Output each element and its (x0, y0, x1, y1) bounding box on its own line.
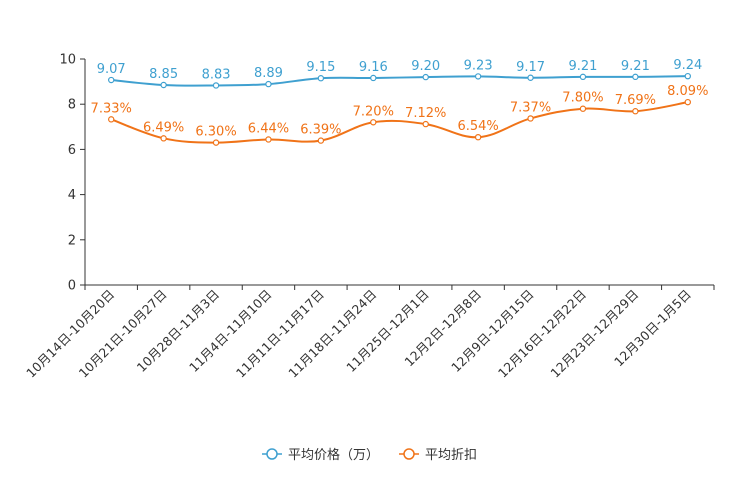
data-label: 8.83 (202, 67, 231, 82)
series-layer (108, 72, 691, 146)
data-point[interactable] (579, 73, 587, 81)
data-label: 9.15 (306, 60, 335, 75)
legend[interactable]: 平均价格（万） 平均折扣 (262, 447, 477, 463)
data-point[interactable] (108, 116, 115, 123)
data-label: 9.24 (673, 58, 702, 73)
legend-marker-icon (403, 448, 415, 460)
data-label: 8.89 (254, 66, 283, 81)
data-point[interactable] (370, 119, 377, 126)
data-point[interactable] (579, 105, 587, 112)
x-tick-label: 12月23日-12月29日 (547, 287, 641, 381)
data-point[interactable] (527, 74, 534, 81)
data-label: 9.16 (359, 60, 388, 75)
data-point[interactable] (474, 73, 482, 80)
data-label: 7.37% (510, 100, 551, 115)
data-label: 7.80% (562, 91, 603, 106)
data-point[interactable] (160, 81, 167, 89)
data-point[interactable] (265, 80, 272, 88)
data-point[interactable] (684, 72, 691, 80)
data-labels-layer: 9.07 8.85 8.83 8.89 9.15 9.16 9.20 9.23 9.17 9.21… (91, 58, 709, 139)
series-line-1 (110, 101, 688, 144)
data-point[interactable] (422, 73, 429, 81)
y-tick-label: 4 (68, 188, 76, 203)
x-tick-label: 11月18日-11月24日 (285, 287, 379, 381)
data-label: 9.07 (97, 62, 126, 77)
data-point[interactable] (632, 73, 639, 81)
series-line-0 (111, 75, 688, 87)
data-label: 6.30% (195, 125, 236, 140)
data-point[interactable] (422, 120, 429, 128)
y-tick-label: 6 (68, 143, 76, 158)
data-label: 9.21 (621, 59, 650, 74)
data-label: 6.54% (457, 119, 498, 134)
y-tick-label: 2 (68, 233, 76, 248)
y-tick-label: 8 (68, 98, 76, 113)
data-point[interactable] (474, 133, 482, 141)
legend-marker-icon (266, 448, 278, 460)
legend-label: 平均折扣 (425, 448, 477, 463)
data-point[interactable] (265, 136, 272, 143)
y-tick-label: 10 (59, 53, 76, 68)
data-label: 9.23 (464, 58, 493, 73)
data-label: 6.39% (300, 123, 341, 138)
data-label: 8.85 (149, 67, 178, 82)
data-point[interactable] (108, 76, 115, 84)
data-point[interactable] (317, 75, 325, 82)
x-tick-label: 10月14日-10月20日 (23, 287, 117, 381)
data-label: 6.44% (248, 121, 289, 136)
data-point[interactable] (370, 74, 377, 82)
x-tick-label: 10月21日-10月27日 (76, 287, 170, 381)
data-point[interactable] (632, 108, 639, 115)
data-point[interactable] (527, 115, 534, 122)
data-label: 7.12% (405, 106, 446, 121)
data-label: 9.20 (411, 59, 440, 74)
y-tick-label: 0 (68, 279, 76, 294)
data-label: 9.17 (516, 60, 545, 75)
data-point[interactable] (212, 82, 220, 89)
data-label: 6.49% (143, 120, 184, 135)
data-label: 9.21 (568, 59, 597, 74)
data-point[interactable] (212, 139, 220, 146)
data-point[interactable] (160, 135, 167, 142)
legend-label: 平均价格（万） (288, 447, 379, 463)
data-label: 8.09% (667, 84, 708, 99)
data-label: 7.20% (353, 104, 394, 119)
legend-item-1[interactable]: 平均折扣 (399, 448, 477, 463)
x-tick-label: 12月16日-12月22日 (495, 287, 589, 381)
data-point[interactable] (684, 98, 691, 106)
data-point[interactable] (317, 137, 325, 144)
data-label: 7.33% (91, 101, 132, 116)
data-label: 7.69% (615, 93, 656, 108)
x-tick-label: 11月11日-11月17日 (233, 287, 327, 381)
legend-item-0[interactable]: 平均价格（万） (262, 447, 379, 463)
